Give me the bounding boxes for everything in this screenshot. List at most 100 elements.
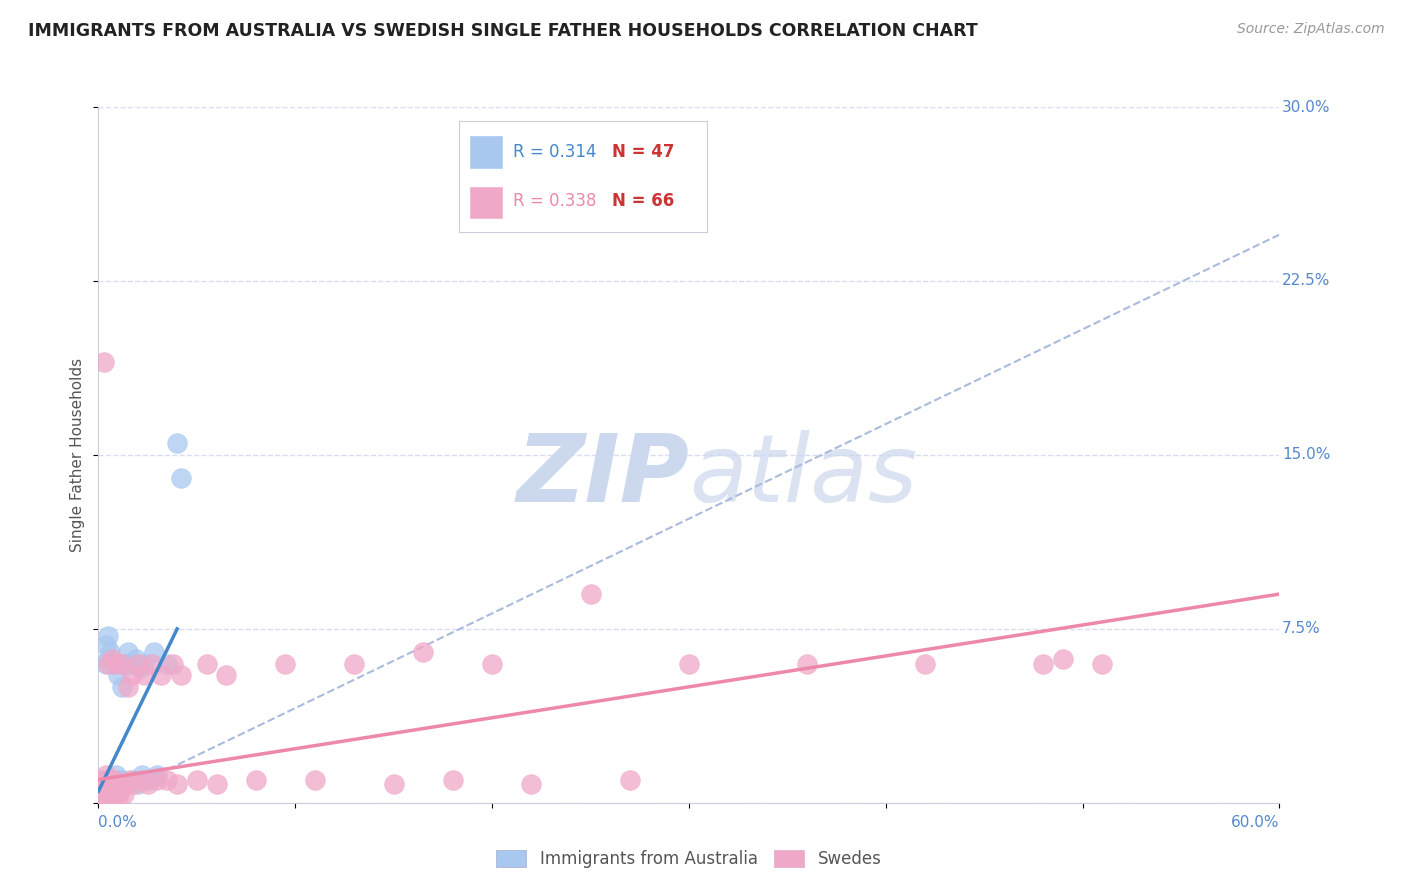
Point <box>93 777 115 791</box>
Point <box>150 668 173 682</box>
Point <box>93 772 115 787</box>
Point <box>107 668 129 682</box>
Point <box>136 772 159 787</box>
Point <box>205 777 228 791</box>
Point <box>245 772 267 787</box>
Point <box>91 791 114 805</box>
Point <box>103 657 125 671</box>
Point <box>89 789 111 803</box>
Text: IMMIGRANTS FROM AUSTRALIA VS SWEDISH SINGLE FATHER HOUSEHOLDS CORRELATION CHART: IMMIGRANTS FROM AUSTRALIA VS SWEDISH SIN… <box>28 22 977 40</box>
Point <box>97 629 120 643</box>
Point <box>166 777 188 791</box>
Text: R = 0.338: R = 0.338 <box>513 192 596 210</box>
Point <box>141 657 163 671</box>
Point <box>156 657 179 671</box>
Point <box>122 772 145 787</box>
Point <box>98 787 121 801</box>
Point <box>166 436 188 450</box>
Point <box>105 787 128 801</box>
Point <box>170 668 193 682</box>
Point <box>98 777 121 791</box>
Point <box>481 657 503 671</box>
Text: 7.5%: 7.5% <box>1282 622 1320 636</box>
Point <box>127 777 149 791</box>
Point <box>103 772 125 787</box>
Text: 60.0%: 60.0% <box>1232 815 1279 830</box>
Point <box>343 657 366 671</box>
Text: 0.0%: 0.0% <box>98 815 138 830</box>
Point <box>111 657 134 671</box>
Point <box>101 652 124 666</box>
Point <box>98 772 121 787</box>
Point <box>132 657 155 671</box>
Point <box>91 781 114 796</box>
Point <box>118 772 141 787</box>
Point <box>520 777 543 791</box>
Point <box>146 768 169 782</box>
Point <box>441 772 464 787</box>
Point <box>274 657 297 671</box>
Point <box>117 645 139 659</box>
Point <box>115 777 138 791</box>
Point <box>1091 657 1114 671</box>
Point <box>128 661 150 675</box>
Point <box>579 587 602 601</box>
Point <box>382 777 405 791</box>
Point <box>111 772 134 787</box>
Point <box>96 780 118 794</box>
Point <box>89 787 111 801</box>
Point <box>97 657 120 671</box>
Text: 22.5%: 22.5% <box>1282 274 1330 288</box>
FancyBboxPatch shape <box>468 136 503 169</box>
Text: N = 66: N = 66 <box>613 192 675 210</box>
Point <box>97 780 120 794</box>
Point <box>127 657 149 671</box>
Point <box>97 652 120 666</box>
Text: R = 0.314: R = 0.314 <box>513 143 596 161</box>
Point <box>97 789 120 803</box>
Point <box>678 657 700 671</box>
Point <box>96 657 118 671</box>
Point <box>97 775 120 789</box>
Point <box>105 657 128 671</box>
Y-axis label: Single Father Households: Single Father Households <box>70 358 86 552</box>
Point <box>107 777 129 791</box>
Point <box>156 772 179 787</box>
Point <box>89 777 111 791</box>
Point <box>97 789 120 803</box>
Point <box>103 784 125 798</box>
Point <box>412 645 434 659</box>
Point <box>89 793 111 807</box>
Point <box>96 768 118 782</box>
Text: 30.0%: 30.0% <box>1282 100 1330 114</box>
Point <box>96 784 118 798</box>
Point <box>111 680 134 694</box>
Point <box>112 787 135 801</box>
Point <box>98 787 121 801</box>
Point <box>91 772 114 787</box>
Point <box>96 791 118 805</box>
Point <box>142 645 165 659</box>
Text: 15.0%: 15.0% <box>1282 448 1330 462</box>
Point <box>101 789 124 803</box>
Point <box>93 789 115 803</box>
Point <box>107 781 129 796</box>
Point <box>122 777 145 791</box>
Point <box>93 793 115 807</box>
Point <box>93 780 115 794</box>
Point <box>93 355 115 369</box>
Point <box>112 657 135 671</box>
Point <box>304 772 326 787</box>
Point <box>170 471 193 485</box>
Point <box>101 772 124 787</box>
Point <box>125 652 148 666</box>
Point <box>914 657 936 671</box>
Point <box>121 668 143 682</box>
Point <box>103 787 125 801</box>
Point <box>131 772 153 787</box>
Point <box>215 668 238 682</box>
Point <box>619 772 641 787</box>
Point <box>117 680 139 694</box>
Point <box>115 777 138 791</box>
Point <box>146 772 169 787</box>
